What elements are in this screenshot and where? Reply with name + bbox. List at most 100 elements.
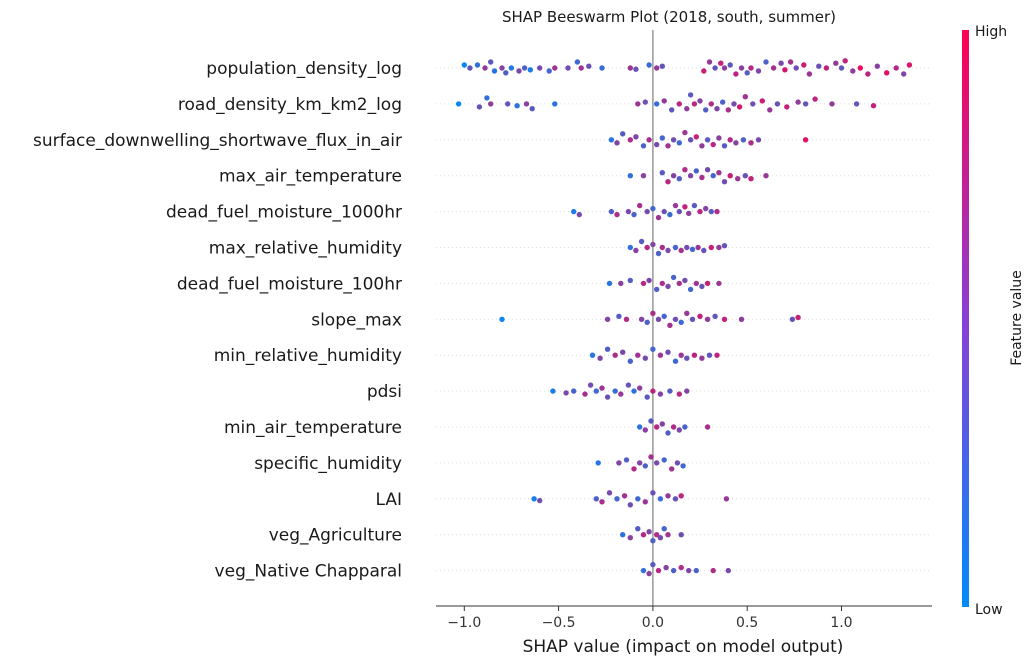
- shap-point: [672, 316, 679, 322]
- shap-point: [718, 60, 724, 66]
- shap-point: [593, 496, 599, 502]
- shap-point: [505, 101, 511, 107]
- shap-point: [650, 310, 656, 316]
- shap-point: [633, 247, 639, 254]
- shap-point: [659, 135, 665, 141]
- shap-point: [552, 101, 558, 107]
- shap-point: [738, 316, 745, 322]
- shap-point: [635, 526, 641, 532]
- shap-point: [697, 98, 703, 104]
- shap-point: [667, 211, 673, 218]
- shap-point: [637, 460, 643, 466]
- shap-point: [721, 143, 728, 149]
- x-tick-label: −1.0: [447, 615, 481, 631]
- shap-point: [748, 176, 754, 182]
- shap-point: [787, 59, 794, 65]
- shap-point: [612, 352, 618, 358]
- shap-point: [627, 535, 633, 541]
- shap-point: [546, 68, 552, 74]
- shap-point: [733, 140, 739, 146]
- shap-point: [687, 137, 694, 143]
- shap-point: [833, 60, 839, 66]
- shap-point: [704, 280, 711, 287]
- shap-point: [635, 496, 641, 502]
- shap-point: [721, 179, 728, 185]
- shap-point: [587, 382, 594, 388]
- shap-point: [589, 352, 596, 358]
- shap-point: [793, 65, 799, 71]
- shap-point: [672, 202, 679, 209]
- feature-label: surface_downwelling_shortwave_flux_in_ai…: [33, 131, 402, 151]
- shap-point: [654, 424, 660, 430]
- shap-point: [523, 101, 530, 107]
- shap-point: [716, 280, 722, 287]
- shap-point: [670, 424, 677, 430]
- shap-point: [597, 355, 603, 361]
- shap-point: [646, 570, 652, 577]
- shap-point: [514, 103, 520, 109]
- shap-point: [901, 71, 907, 77]
- shap-point: [667, 322, 673, 328]
- shap-point: [682, 167, 688, 173]
- shap-point: [721, 243, 728, 249]
- shap-point: [565, 65, 571, 71]
- feature-label: min_relative_humidity: [214, 346, 402, 366]
- shap-point: [627, 244, 633, 251]
- shap-point: [678, 532, 684, 538]
- shap-point: [691, 352, 698, 358]
- shap-point: [850, 68, 856, 74]
- shap-point: [693, 134, 699, 140]
- shap-point: [672, 358, 679, 364]
- shap-point: [582, 391, 588, 397]
- shap-point: [637, 424, 643, 430]
- colorbar-low-label: Low: [975, 602, 1003, 618]
- shap-point: [635, 352, 641, 358]
- shap-point: [674, 460, 681, 466]
- shap-point: [655, 567, 662, 574]
- shap-point: [571, 388, 577, 394]
- shap-point: [644, 319, 650, 325]
- shap-point: [640, 567, 647, 574]
- shap-point: [778, 60, 784, 66]
- shap-point: [574, 59, 581, 65]
- shap-point: [706, 352, 713, 358]
- feature-label: dead_fuel_moisture_1000hr: [166, 203, 402, 223]
- shap-point: [870, 103, 877, 109]
- shap-point: [604, 346, 611, 352]
- shap-point: [642, 463, 648, 469]
- shap-point: [659, 280, 665, 287]
- shap-point: [612, 388, 618, 394]
- shap-point: [633, 66, 639, 72]
- shap-point: [733, 71, 739, 77]
- shap-point: [614, 496, 620, 502]
- shap-point: [684, 244, 690, 251]
- shap-point: [708, 244, 714, 251]
- shap-point: [748, 140, 754, 146]
- shap-point: [637, 202, 643, 209]
- shap-point: [657, 352, 664, 358]
- shap-point: [608, 208, 615, 215]
- shap-point: [625, 208, 632, 215]
- shap-point: [687, 173, 694, 179]
- shap-point: [608, 137, 615, 143]
- shap-point: [531, 496, 537, 502]
- shap-point: [691, 101, 698, 107]
- shap-point: [699, 143, 705, 149]
- shap-point: [701, 247, 707, 254]
- shap-point: [665, 179, 671, 185]
- shap-point: [482, 65, 488, 71]
- shap-point: [516, 68, 522, 74]
- shap-point: [691, 202, 698, 209]
- shap-point: [665, 532, 671, 538]
- shap-point: [676, 176, 682, 182]
- shap-point: [650, 490, 656, 496]
- shap-point: [640, 280, 647, 287]
- shap-point: [693, 567, 699, 574]
- shap-point: [712, 313, 718, 319]
- shap-point: [627, 65, 633, 71]
- shap-point: [616, 313, 622, 319]
- shap-point: [663, 564, 669, 571]
- shap-point: [646, 62, 652, 68]
- shap-point: [682, 129, 688, 136]
- shap-point: [721, 316, 728, 322]
